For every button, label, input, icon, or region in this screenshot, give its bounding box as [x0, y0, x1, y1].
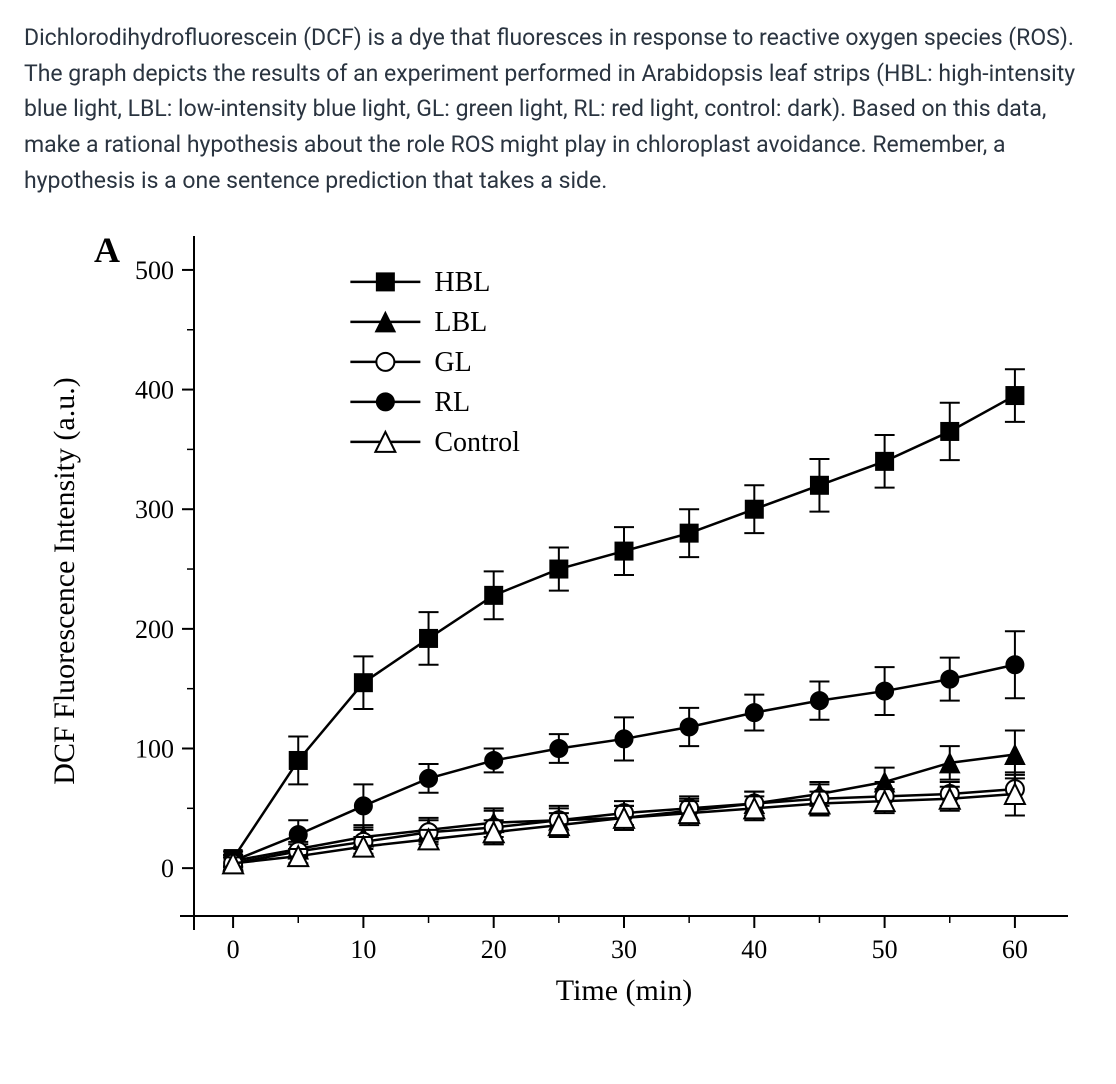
svg-text:10: 10 [350, 935, 376, 964]
svg-text:0: 0 [161, 854, 174, 883]
svg-text:200: 200 [135, 615, 174, 644]
svg-text:LBL: LBL [434, 307, 487, 338]
svg-text:500: 500 [135, 256, 174, 285]
svg-text:60: 60 [1002, 935, 1028, 964]
svg-text:100: 100 [135, 735, 174, 764]
svg-text:40: 40 [741, 935, 767, 964]
svg-text:A: A [94, 230, 120, 270]
svg-text:GL: GL [434, 347, 471, 378]
line-chart: A 0 100 200 300 400 500 0 10 20 30 40 50 60 Time (min)… [24, 216, 1092, 1016]
svg-text:Control: Control [434, 427, 520, 458]
svg-text:300: 300 [135, 495, 174, 524]
svg-text:50: 50 [872, 935, 898, 964]
svg-text:30: 30 [611, 935, 637, 964]
chart-panel: A 0 100 200 300 400 500 0 10 20 30 40 50 60 Time (min)… [24, 216, 1092, 1016]
question-text: Dichlorodihydrofluorescein (DCF) is a dy… [24, 20, 1092, 198]
page: Dichlorodihydrofluorescein (DCF) is a dy… [0, 0, 1116, 1036]
svg-text:400: 400 [135, 376, 174, 405]
svg-text:0: 0 [227, 935, 240, 964]
svg-text:RL: RL [434, 387, 470, 418]
svg-text:DCF Fluorescence Intensity (a.: DCF Fluorescence Intensity (a.u.) [48, 378, 81, 785]
svg-text:HBL: HBL [434, 267, 490, 298]
svg-text:Time (min): Time (min) [556, 974, 692, 1007]
svg-text:20: 20 [481, 935, 507, 964]
